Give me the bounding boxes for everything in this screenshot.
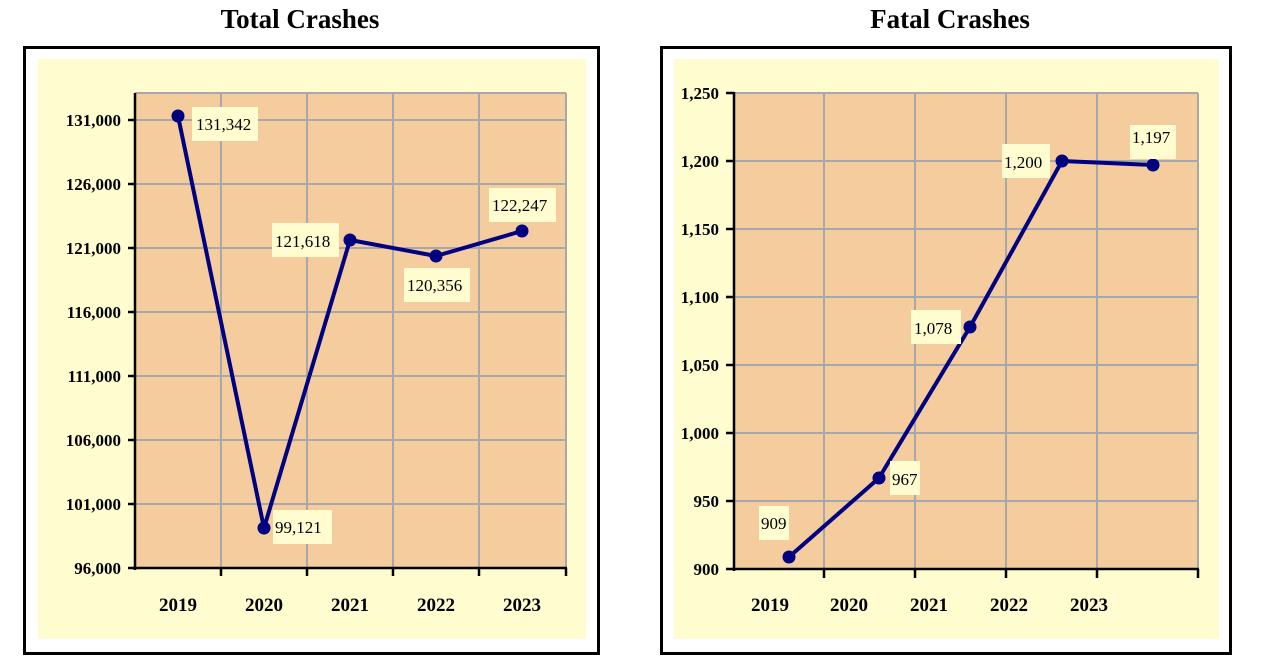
svg-text:116,000: 116,000	[67, 303, 121, 322]
series-markers	[171, 109, 529, 535]
svg-text:121,618: 121,618	[275, 232, 330, 251]
svg-text:2021: 2021	[331, 595, 369, 616]
axes	[726, 91, 1200, 578]
axes	[128, 93, 568, 576]
svg-text:2019: 2019	[159, 595, 197, 616]
total-crashes-chart: Total Crashes	[0, 0, 620, 667]
svg-text:1,200: 1,200	[681, 152, 719, 171]
svg-text:967: 967	[892, 470, 918, 489]
x-axis-labels: 2019 2020 2021 2022 2023	[159, 595, 541, 616]
svg-text:101,000: 101,000	[66, 495, 121, 514]
svg-text:2020: 2020	[830, 595, 868, 616]
svg-text:1,197: 1,197	[1132, 128, 1171, 147]
chart-title: Total Crashes	[220, 4, 380, 34]
svg-text:2022: 2022	[990, 595, 1028, 616]
svg-text:1,100: 1,100	[681, 288, 719, 307]
svg-text:2019: 2019	[751, 595, 789, 616]
y-axis-labels: 1,250 1,200 1,150 1,100 1,050 1,000 950 …	[681, 84, 719, 579]
x-axis-labels: 2019 2020 2021 2022 2023	[751, 595, 1108, 616]
plot-area	[135, 93, 566, 568]
svg-text:2020: 2020	[245, 595, 283, 616]
svg-text:111,000: 111,000	[68, 367, 121, 386]
svg-text:122,247: 122,247	[492, 196, 548, 215]
svg-text:2023: 2023	[1070, 595, 1108, 616]
svg-text:900: 900	[694, 560, 720, 579]
svg-text:99,121: 99,121	[275, 518, 322, 537]
chart-title: Fatal Crashes	[870, 4, 1030, 34]
svg-text:126,000: 126,000	[66, 175, 121, 194]
svg-text:2022: 2022	[417, 595, 455, 616]
svg-text:120,356: 120,356	[407, 276, 462, 295]
svg-text:1,050: 1,050	[681, 356, 719, 375]
svg-text:106,000: 106,000	[66, 431, 121, 450]
svg-text:1,000: 1,000	[681, 424, 719, 443]
y-axis-labels: 131,000 126,000 121,000 116,000 111,000 …	[66, 111, 121, 578]
fatal-crashes-chart: Fatal Crashes	[640, 0, 1280, 667]
svg-text:1,078: 1,078	[914, 319, 952, 338]
svg-text:121,000: 121,000	[66, 239, 121, 258]
svg-text:131,000: 131,000	[66, 111, 121, 130]
data-labels: 909 967 1,078 1,200 1,197	[759, 125, 1176, 540]
svg-text:96,000: 96,000	[74, 559, 121, 578]
svg-text:909: 909	[761, 514, 787, 533]
svg-text:1,200: 1,200	[1004, 153, 1042, 172]
svg-text:1,250: 1,250	[681, 84, 719, 103]
total-crashes-plot: 131,000 126,000 121,000 116,000 111,000 …	[66, 92, 568, 616]
svg-text:131,342: 131,342	[196, 115, 251, 134]
svg-text:950: 950	[694, 492, 720, 511]
fatal-crashes-plot: 1,250 1,200 1,150 1,100 1,050 1,000 950 …	[681, 84, 1200, 616]
series-markers	[782, 154, 1160, 564]
svg-text:2023: 2023	[503, 595, 541, 616]
svg-text:2021: 2021	[910, 595, 948, 616]
data-labels: 131,342 99,121 121,618 120,356 122,247	[192, 107, 556, 544]
svg-text:1,150: 1,150	[681, 220, 719, 239]
